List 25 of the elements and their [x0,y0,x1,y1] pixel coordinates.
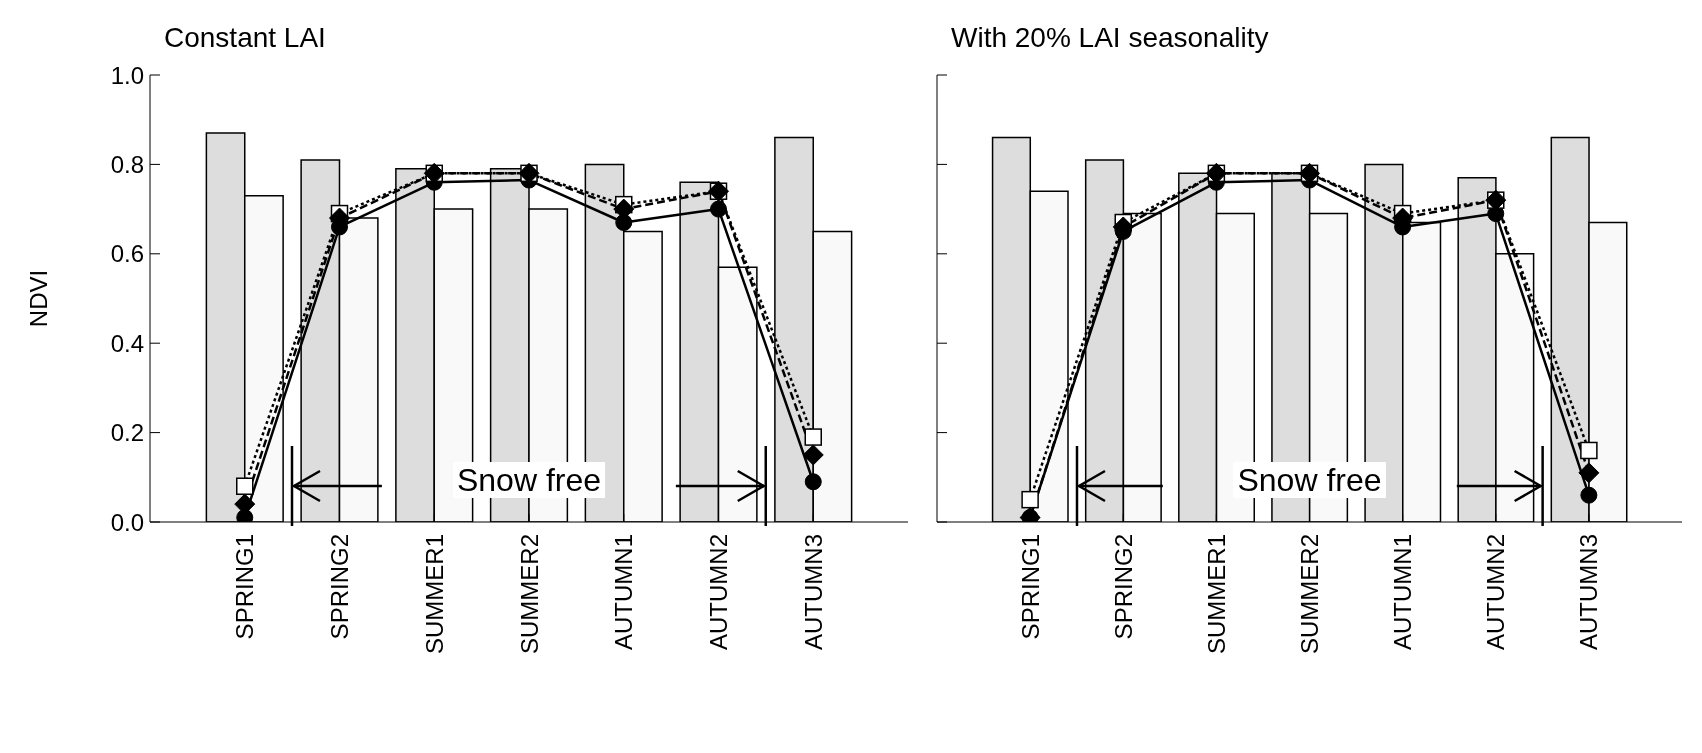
chart-title: Constant LAI [164,22,326,54]
x-tick-label: SUMMER1 [1202,534,1230,655]
annotation: Snow free [1233,462,1386,499]
x-tick-label: SPRING1 [1016,534,1044,640]
x-tick-label: SUMMER1 [420,534,448,655]
x-tick-label: AUTUMN3 [799,534,827,651]
x-tick-label: AUTUMN1 [1389,534,1417,651]
y-axis-title: NDVI [24,269,52,328]
x-tick-label: SUMMER2 [515,534,543,655]
annotation: Snow free [452,462,606,499]
x-tick-label: AUTUMN2 [1482,534,1510,651]
x-tick-label: SPRING2 [326,534,353,640]
chart-title: With 20% LAI seasonality [951,22,1269,54]
y-tick-label: 0.4 [110,329,144,357]
x-tick-label: AUTUMN3 [1575,534,1603,651]
y-tick-label: 0.2 [110,419,144,447]
x-tick-label: SPRING2 [1109,534,1137,640]
x-tick-label: AUTUMN1 [610,534,638,651]
x-tick-label: SPRING1 [231,534,259,640]
y-tick-label: 0.8 [110,150,144,178]
y-tick-label: 1.0 [110,61,144,89]
x-tick-label: SUMMER2 [1296,534,1323,655]
y-tick-label: 0.0 [110,508,144,536]
x-tick-label: AUTUMN2 [705,534,732,651]
y-tick-label: 0.6 [110,240,144,268]
